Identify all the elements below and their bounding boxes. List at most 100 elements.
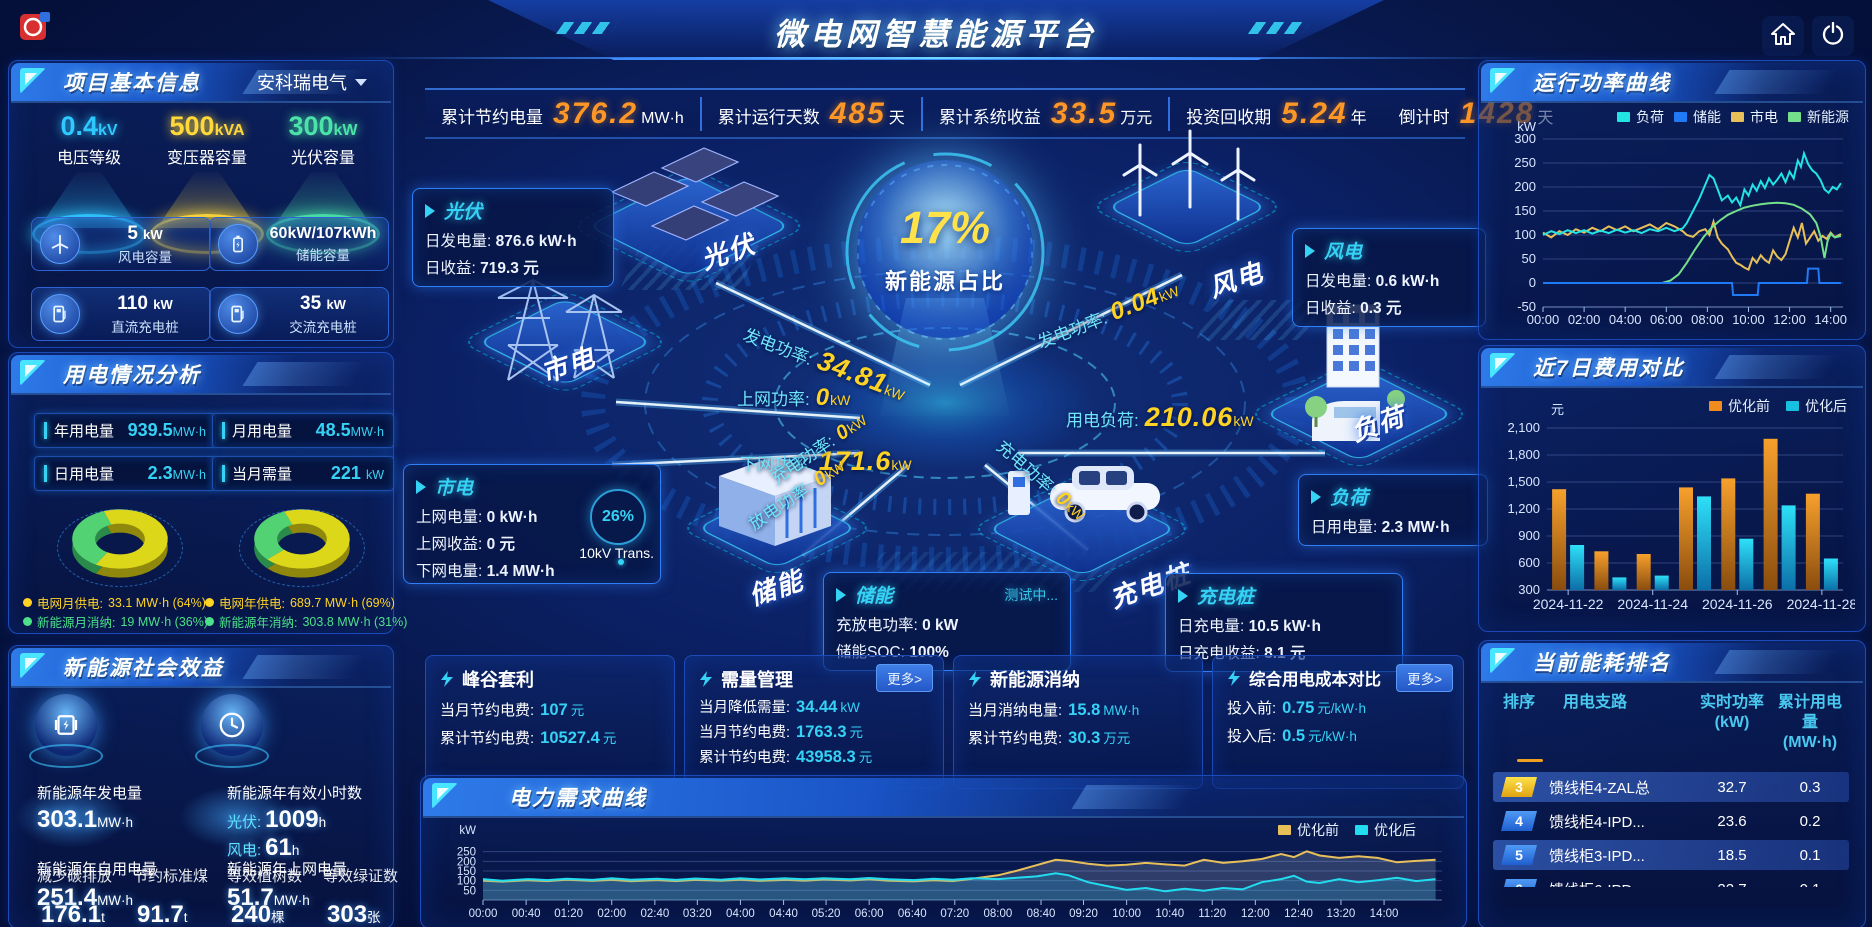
rank-badge: 4 xyxy=(1501,811,1537,831)
kpi-run-days: 累计运行天数 485 天 xyxy=(699,96,921,131)
wind-island xyxy=(1095,115,1275,265)
legend-renewable-year: 新能源年消纳: 303.8 MW·h (31%) xyxy=(205,612,407,631)
renewable-percent: 17% xyxy=(899,202,991,253)
arrow-icon xyxy=(1178,588,1188,603)
svg-text:2024-11-24: 2024-11-24 xyxy=(1617,596,1688,612)
peak-valley-card: 峰谷套利 当月节约电费: 107 元 累计节约电费: 10527.4 元 xyxy=(425,655,675,789)
charger-island xyxy=(980,445,1180,577)
value-glow xyxy=(179,786,291,848)
sphere-glow xyxy=(857,160,1033,338)
gauge-dot xyxy=(618,559,624,565)
day-energy-stat: 日用电量 2.3MW·h xyxy=(34,456,216,491)
svg-text:200: 200 xyxy=(457,856,476,868)
rank-underline xyxy=(1517,759,1543,762)
wind-hours-value: 风电: 61h xyxy=(227,834,300,861)
arrow-icon xyxy=(425,203,435,218)
more-button[interactable]: 更多> xyxy=(876,664,933,692)
panel-title: 近7日费用对比 xyxy=(1533,357,1685,380)
panel-title: 运行功率曲线 xyxy=(1533,72,1671,95)
kpi-system-income: 累计系统收益 33.5 万元 xyxy=(920,96,1168,131)
table-row[interactable]: 6 馈线柜6-IPD 22.7 0.1 xyxy=(1493,874,1849,887)
ranking-table-header: 排序 用电支路 实时功率 (kW) 累计用电量 (MW·h) xyxy=(1502,694,1842,751)
svg-text:11:20: 11:20 xyxy=(1198,908,1226,920)
clock-icon xyxy=(195,694,269,768)
svg-text:12:40: 12:40 xyxy=(1284,908,1313,920)
annual-generation-value: 303.1MW·h xyxy=(37,806,134,833)
wind-capacity-chip: 5 kW 风电容量 xyxy=(31,217,211,271)
renewable-percent-label: 新能源占比 xyxy=(884,269,1005,294)
arrow-icon xyxy=(1305,243,1315,258)
rank-badge: 3 xyxy=(1501,777,1537,797)
company-selector[interactable]: 安科瑞电气 xyxy=(257,69,367,95)
header-streak xyxy=(1714,70,1840,94)
svg-text:元: 元 xyxy=(1551,402,1564,417)
storage-callout: 储能 测试中... 充放电功率: 0 kW 储能SOC: 100% xyxy=(823,572,1071,671)
power-button[interactable] xyxy=(1812,16,1854,56)
flow-load-power: 用电负荷: 210.06kW xyxy=(1066,402,1254,432)
lightning-icon xyxy=(700,671,712,687)
testing-tag: 测试中... xyxy=(1004,586,1058,603)
rank-badge: 5 xyxy=(1501,845,1537,865)
svg-text:03:20: 03:20 xyxy=(683,908,712,920)
svg-text:200: 200 xyxy=(1514,179,1536,194)
svg-text:250: 250 xyxy=(1514,155,1536,170)
svg-text:06:00: 06:00 xyxy=(855,908,884,920)
svg-text:02:40: 02:40 xyxy=(640,908,669,920)
svg-text:13:20: 13:20 xyxy=(1327,908,1356,920)
transformer-label: 10kV Trans. xyxy=(579,545,654,561)
svg-text:02:00: 02:00 xyxy=(597,908,626,920)
arrow-icon xyxy=(416,479,426,494)
cost-comparison-card: 综合用电成本对比 更多> 投入前: 0.75 元/kW·h 投入后: 0.5 元/kW·… xyxy=(1212,655,1464,789)
legend-renewable-month: 新能源月消纳: 19 MW·h (36%) xyxy=(23,612,208,631)
home-button[interactable] xyxy=(1762,16,1804,56)
cost-compare-chart: 300 600 900 1,200 1,500 1,800 2,100 2024-11-22 2… xyxy=(1489,388,1855,624)
corner-accent-icon xyxy=(1490,68,1516,94)
effective-hours-label: 新能源年有效小时数 xyxy=(227,785,363,802)
node-label-storage: 储能 xyxy=(745,564,808,612)
legend-dot xyxy=(205,598,214,607)
header-streak xyxy=(1714,650,1840,674)
more-button[interactable]: 更多> xyxy=(1396,664,1453,692)
header-streak xyxy=(242,655,368,679)
trees-value: 240棵 xyxy=(231,901,285,927)
load-callout: 负荷 日用电量: 2.3 MW·h xyxy=(1298,474,1488,546)
svg-text:900: 900 xyxy=(1518,528,1540,543)
power-curve-chart: -50 0 50 100 150 200 250 300 00:00 02:00 04:00 06:0… xyxy=(1514,109,1849,327)
panel-title: 新能源社会效益 xyxy=(63,657,224,680)
header-divider xyxy=(330,57,1540,59)
table-row[interactable]: 5 馈线柜3-IPD... 18.5 0.1 xyxy=(1493,840,1849,870)
svg-text:14:00: 14:00 xyxy=(1814,312,1847,327)
coal-label: 节约标准煤 xyxy=(133,868,209,885)
grid-callout: 市电 上网电量: 0 kW·h 上网收益: 0 元 下网电量: 1.4 MW·h… xyxy=(403,464,661,584)
cost-compare-panel: 近7日费用对比 300 600 900 1,200 1,500 1,800 2,100 202… xyxy=(1478,345,1866,632)
svg-text:12:00: 12:00 xyxy=(1773,312,1806,327)
panel-title: 电力需求曲线 xyxy=(509,787,647,810)
corner-accent-icon xyxy=(20,653,46,679)
svg-text:07:20: 07:20 xyxy=(940,908,969,920)
svg-text:00:00: 00:00 xyxy=(469,908,498,920)
svg-text:10:00: 10:00 xyxy=(1732,312,1765,327)
power-curve-header: 运行功率曲线 xyxy=(1481,63,1863,101)
svg-text:08:00: 08:00 xyxy=(1691,312,1724,327)
year-energy-stat: 年用电量 939.5MW·h xyxy=(34,413,216,448)
lightning-icon xyxy=(969,671,981,687)
svg-text:250: 250 xyxy=(457,847,476,859)
header-streak xyxy=(1714,355,1840,379)
svg-text:00:40: 00:40 xyxy=(512,908,541,920)
svg-text:600: 600 xyxy=(1518,555,1540,570)
storage-capacity-chip: 60kW/107kWh 储能容量 xyxy=(209,217,389,271)
power-icon xyxy=(1821,21,1845,51)
demand-curve-chart: 50 100 150 200 250 00:00 00:40 01:20 02:00 02:40 0… xyxy=(431,822,1456,924)
table-row[interactable]: 3 馈线柜4-ZAL总 32.7 0.3 xyxy=(1493,772,1849,802)
legend-grid-year: 电网年供电: 689.7 MW·h (69%) xyxy=(205,593,395,612)
svg-text:08:40: 08:40 xyxy=(1027,908,1056,920)
svg-text:2024-11-22: 2024-11-22 xyxy=(1533,596,1604,612)
ac-charger-chip: 35 kW 交流充电桩 xyxy=(209,287,389,341)
generation-icon xyxy=(29,694,103,768)
table-row[interactable]: 4 馈线柜4-IPD... 23.6 0.2 xyxy=(1493,806,1849,836)
svg-text:150: 150 xyxy=(457,866,476,878)
energy-ranking-panel: 当前能耗排名 排序 用电支路 实时功率 (kW) 累计用电量 (MW·h) 3 馈线… xyxy=(1478,640,1866,927)
year-supply-donut xyxy=(233,499,371,591)
panel-title: 项目基本信息 xyxy=(63,72,201,95)
project-info-header: 项目基本信息 xyxy=(11,63,391,101)
